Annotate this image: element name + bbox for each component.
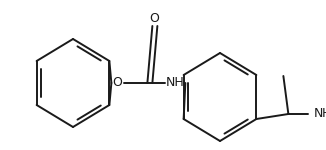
- Text: NH: NH: [166, 76, 185, 90]
- Text: O: O: [149, 12, 159, 24]
- Text: NH$_2$: NH$_2$: [313, 106, 326, 122]
- Text: O: O: [112, 76, 122, 90]
